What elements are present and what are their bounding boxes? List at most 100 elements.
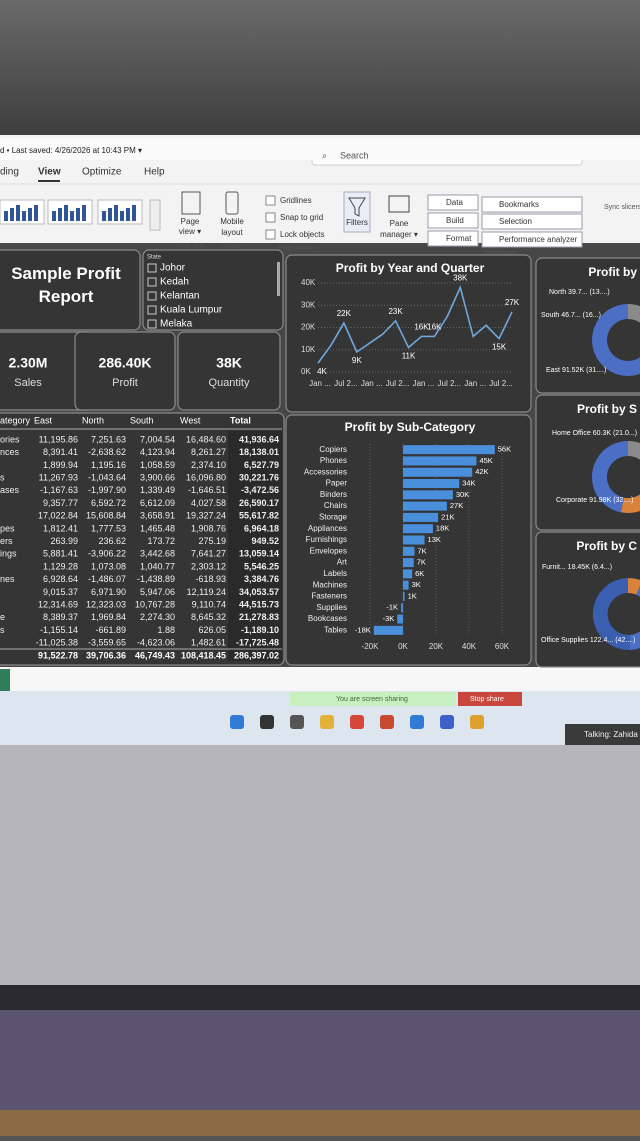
taskbar-icon[interactable] <box>440 715 454 729</box>
report-title: Sample Profit Report <box>11 264 121 306</box>
table-cell: 13,059.14 <box>239 549 279 559</box>
swatch-bar <box>52 211 56 221</box>
table-cell: -3,559.65 <box>88 638 126 648</box>
page-tab[interactable] <box>0 669 10 691</box>
taskbar-icon[interactable] <box>410 715 424 729</box>
slicer-checkbox[interactable] <box>147 305 157 315</box>
table-cell: 55,617.82 <box>239 511 279 521</box>
swatch-bar <box>58 208 62 221</box>
donut-label: Furnit... 18.45K (6.4...) <box>542 564 612 571</box>
pane-button-label: Data <box>446 198 463 207</box>
pane-button-label: Performance analyzer <box>499 235 578 244</box>
data-label: -1K <box>386 603 398 612</box>
checkbox[interactable] <box>265 229 276 240</box>
page-view: view ▾ <box>179 227 201 236</box>
x-tick-label: Jan ... <box>464 379 486 388</box>
table-cell: 17,022.84 <box>38 511 78 521</box>
pane-button[interactable] <box>481 213 583 230</box>
x-tick-label: Jul 2... <box>438 379 462 388</box>
data-label: 7K <box>417 558 426 567</box>
pane-button[interactable] <box>427 194 479 211</box>
y-tick-label: 0K <box>301 367 311 376</box>
table-cell: 1.88 <box>157 625 175 635</box>
y-tick-label: 10K <box>301 345 316 354</box>
y-tick-label: Accessories <box>304 467 347 476</box>
taskbar-icon[interactable] <box>230 715 244 729</box>
pane-button[interactable] <box>481 231 583 248</box>
table-cell: 1,969.84 <box>91 612 126 622</box>
data-label: 42K <box>475 467 488 476</box>
slicer-checkbox[interactable] <box>147 291 157 301</box>
x-tick-label: 60K <box>495 642 510 651</box>
group-label: Mobile <box>223 244 241 250</box>
pane-button-label: Selection <box>499 217 532 226</box>
checkbox-label: Lock objects <box>280 230 324 239</box>
y-tick-label: Bookcases <box>308 614 347 623</box>
page-view: Page <box>181 217 200 226</box>
swatch-bar <box>114 205 118 221</box>
pane-button[interactable] <box>481 196 583 213</box>
bar <box>403 467 473 477</box>
table-cell: 2,374.10 <box>191 460 226 470</box>
taskbar-icon[interactable] <box>260 715 274 729</box>
y-tick-label: Fasteners <box>311 592 347 601</box>
ribbon-tab[interactable]: Help <box>144 167 165 178</box>
swatch-bar <box>76 208 80 221</box>
table-cell: 1,040.77 <box>140 561 175 571</box>
slicer-scroll <box>277 262 280 296</box>
page-view-icon[interactable] <box>181 191 201 215</box>
checkbox[interactable] <box>265 212 276 223</box>
slicer-checkbox[interactable] <box>147 263 157 273</box>
filters-icon[interactable] <box>343 191 371 233</box>
donut-label: Corporate 91.98K (32....) <box>556 497 633 504</box>
table-cell: 6,971.90 <box>91 587 126 597</box>
taskbar-icon[interactable] <box>350 715 364 729</box>
table-cell: 5,947.06 <box>140 587 175 597</box>
slicer-checkbox[interactable] <box>147 319 157 329</box>
table-cell: -1,486.07 <box>88 574 126 584</box>
table-cell: 4,123.94 <box>140 447 175 457</box>
talking: Talking: Zahida <box>584 730 638 739</box>
table-cell: nes <box>0 574 15 584</box>
table-total: 46,749.43 <box>135 650 175 660</box>
pane-button[interactable] <box>427 212 479 229</box>
pane-button-label: Bookmarks <box>499 200 539 209</box>
pane-icon[interactable] <box>388 195 410 213</box>
ribbon-tab[interactable]: Optimize <box>82 167 122 178</box>
pane-button[interactable] <box>427 230 479 247</box>
stop-share-button[interactable] <box>458 692 522 706</box>
y-tick-label: 30K <box>301 300 316 309</box>
checkbox[interactable] <box>265 195 276 206</box>
table-cell: pes <box>0 523 15 533</box>
table-cell: 626.05 <box>198 625 226 635</box>
group-label: Scale to fit <box>176 244 204 250</box>
sync-slicers: Sync slicers <box>604 204 640 211</box>
ribbon-tab[interactable]: View <box>38 167 61 178</box>
y-tick-label: Tables <box>324 625 347 634</box>
table-cell: -4,623.06 <box>137 638 175 648</box>
swatch-bar <box>102 211 106 221</box>
card-value: 2.30M <box>9 355 48 371</box>
table-cell: 9,110.74 <box>192 599 226 609</box>
slicer-checkbox[interactable] <box>147 277 157 287</box>
table-header: South <box>130 415 154 425</box>
bar <box>403 479 460 489</box>
table-cell: 6,928.64 <box>43 574 78 584</box>
donut-segment <box>603 355 640 376</box>
stop-share: Stop share <box>470 696 504 703</box>
bar <box>403 445 495 455</box>
table-cell: nces <box>0 447 20 457</box>
table-cell: e <box>0 612 5 622</box>
taskbar-icon[interactable] <box>380 715 394 729</box>
taskbar-icon[interactable] <box>290 715 304 729</box>
x-tick-label: Jan ... <box>413 379 435 388</box>
taskbar-icon[interactable] <box>470 715 484 729</box>
data-label: 4K <box>317 367 327 376</box>
mobile-icon[interactable] <box>225 191 239 215</box>
ribbon-tab[interactable]: ding <box>0 167 19 178</box>
swatch-bar <box>108 208 112 221</box>
table-cell: 2,303.12 <box>191 561 226 571</box>
mobile-layout: Mobile <box>220 217 244 226</box>
taskbar-icon[interactable] <box>320 715 334 729</box>
pane-button-label: Build <box>446 216 464 225</box>
